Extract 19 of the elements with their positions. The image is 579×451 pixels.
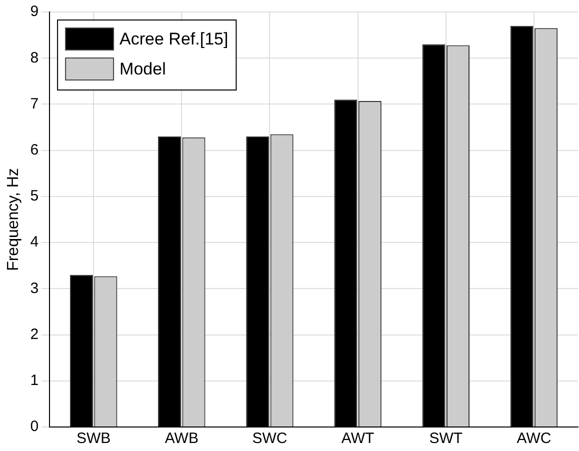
y-tick-label: 2: [30, 326, 39, 343]
x-tick-label: AWB: [164, 430, 198, 448]
y-tick-label: 3: [30, 280, 39, 297]
legend-label: Model: [120, 60, 166, 79]
y-axis-title: Frequency, Hz: [5, 168, 22, 271]
x-tick-label: SWT: [429, 430, 463, 448]
legend-label: Acree Ref.[15]: [120, 30, 228, 49]
y-tick-label: 5: [30, 188, 39, 205]
y-tick-label: 6: [30, 141, 39, 158]
y-tick-label: 1: [30, 372, 39, 390]
y-tick-label: 9: [30, 3, 39, 20]
x-tick-label: SWB: [76, 430, 111, 448]
x-tick-label: AWT: [341, 430, 374, 448]
x-tick-label: AWC: [516, 430, 552, 448]
y-tick-label: 4: [30, 234, 39, 251]
x-tick-label: SWC: [252, 430, 288, 448]
y-tick-label: 8: [30, 49, 39, 66]
y-tick-label: 7: [30, 95, 39, 112]
y-tick-label: 0: [30, 418, 39, 436]
